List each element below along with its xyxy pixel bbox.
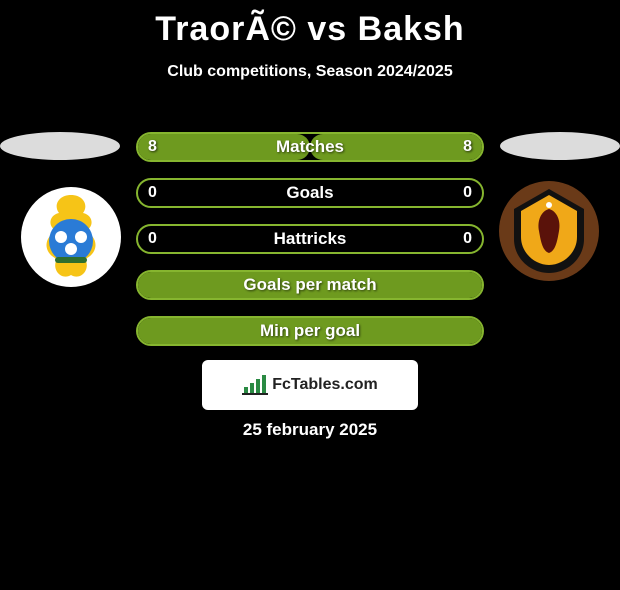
club-badge-left-icon [21,187,121,287]
page-title: TraorÃ© vs Baksh [0,10,620,49]
stat-bar: Min per goal [136,316,484,346]
stat-bar: 8 8 Matches [136,132,484,162]
stat-value-right: 8 [463,138,472,156]
attribution-text: FcTables.com [272,376,378,394]
stat-value-left: 0 [148,184,157,202]
stat-label: Hattricks [274,229,347,249]
subtitle: Club competitions, Season 2024/2025 [0,63,620,81]
player-disc-right [500,132,620,160]
stat-value-left: 0 [148,230,157,248]
stat-bar: 0 0 Goals [136,178,484,208]
stat-value-right: 0 [463,184,472,202]
bar-chart-icon [242,375,268,395]
stat-label: Goals [286,183,333,203]
stat-bar: Goals per match [136,270,484,300]
stat-value-left: 8 [148,138,157,156]
stat-bar: 0 0 Hattricks [136,224,484,254]
stat-value-right: 0 [463,230,472,248]
attribution-box: FcTables.com [202,360,418,410]
club-badge-right-icon [499,181,599,281]
club-badge-left [21,187,121,287]
player-disc-left [0,132,120,160]
date-text: 25 february 2025 [0,420,620,440]
stat-label: Matches [276,137,344,157]
stat-label: Min per goal [260,321,360,341]
stats-bars: 8 8 Matches 0 0 Goals 0 0 Hattricks Goals per mat… [136,132,484,362]
stat-label: Goals per match [243,275,376,295]
club-badge-right [499,181,599,281]
